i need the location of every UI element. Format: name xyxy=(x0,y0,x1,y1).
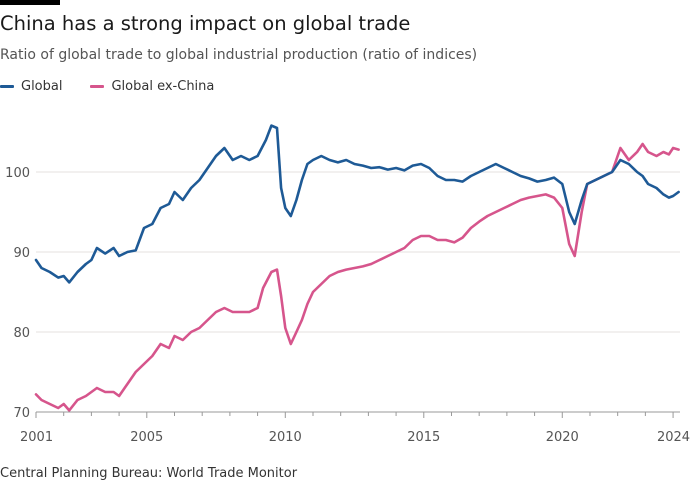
source-note: Central Planning Bureau: World Trade Mon… xyxy=(0,466,298,481)
legend-item-global-ex-china: Global ex-China xyxy=(90,79,214,94)
x-tick-label-2020: 2020 xyxy=(546,430,579,445)
y-tick-label-90: 90 xyxy=(13,246,30,261)
legend-swatch-global-ex-china xyxy=(90,85,105,88)
x-tick-label-2005: 2005 xyxy=(130,430,163,445)
y-tick-label-70: 70 xyxy=(13,406,30,421)
legend: Global Global ex-China xyxy=(0,79,242,94)
chart-title: China has a strong impact on global trad… xyxy=(0,12,411,35)
x-tick-label-2024: 2024 xyxy=(657,430,690,445)
legend-label-global-ex-china: Global ex-China xyxy=(111,79,215,94)
x-tick-label-2015: 2015 xyxy=(407,430,440,445)
x-tick-label-2010: 2010 xyxy=(269,430,302,445)
x-tick-label-2001: 2001 xyxy=(20,430,53,445)
legend-item-global: Global xyxy=(0,79,62,94)
legend-swatch-global xyxy=(0,85,14,88)
y-tick-label-100: 100 xyxy=(5,166,30,181)
series-line-global-ex-china xyxy=(34,142,680,412)
chart-subtitle: Ratio of global trade to global industri… xyxy=(0,47,478,63)
series-line-global xyxy=(34,124,680,284)
legend-label-global: Global xyxy=(21,79,63,94)
y-tick-label-80: 80 xyxy=(13,326,30,341)
brand-bar xyxy=(0,0,60,5)
